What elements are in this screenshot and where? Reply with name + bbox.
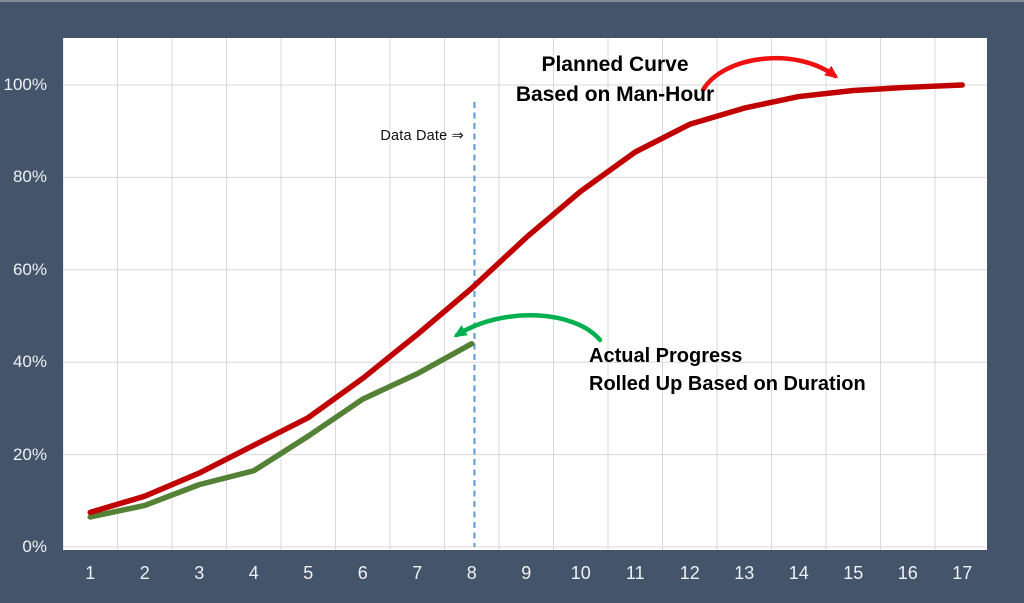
actual-progress-label: Actual Progress Rolled Up Based on Durat…: [589, 342, 919, 398]
y-axis-tick-label: 20%: [12, 444, 47, 464]
x-axis-tick-label: 9: [521, 563, 532, 583]
planned-curve-line: [87, 82, 965, 516]
x-axis-tick-label: 6: [357, 563, 368, 583]
y-axis-tick-label: 100%: [3, 75, 47, 94]
x-axis-tick-label: 11: [625, 563, 645, 583]
y-axis-tick-label: 80%: [12, 167, 47, 187]
x-axis-tick-label: 3: [194, 563, 205, 583]
planned-curve-label-line2: Based on Man-Hour: [515, 83, 715, 106]
y-axis-tick-label: 60%: [12, 259, 47, 279]
x-axis-tick-label: 13: [734, 563, 755, 583]
x-axis-tick-label: 8: [466, 563, 477, 583]
x-axis-tick-label: 16: [897, 563, 918, 583]
actual-progress-label-line1: Actual Progress: [589, 345, 743, 367]
chart-svg: [63, 38, 987, 550]
planned-curve-label: Planned Curve Based on Man-Hour: [490, 50, 740, 110]
x-axis-tick-label: 5: [303, 563, 314, 583]
gridlines: [63, 38, 987, 550]
x-axis-tick-label: 7: [412, 563, 423, 583]
actual-curve-line: [87, 340, 475, 520]
data-date-label: Data Date ⇒: [380, 128, 464, 144]
x-axis-tick-label: 14: [788, 563, 809, 583]
x-axis-tick-label: 12: [679, 563, 700, 583]
x-axis-tick-label: 17: [952, 563, 973, 583]
green-annotation-arrow: [453, 312, 603, 343]
y-axis-tick-label: 40%: [12, 352, 47, 372]
y-axis-tick-label: 0%: [22, 537, 47, 556]
planned-curve-label-line1: Planned Curve: [541, 53, 689, 76]
plot-area: [63, 38, 987, 550]
x-axis-tick-label: 1: [85, 563, 96, 583]
x-axis-tick-label: 10: [570, 563, 591, 583]
x-axis-tick-label: 4: [248, 563, 259, 583]
x-axis-tick-label: 15: [843, 563, 864, 583]
actual-progress-label-line2: Rolled Up Based on Duration: [589, 373, 866, 395]
red-annotation-arrow: [700, 55, 839, 93]
x-axis-tick-label: 2: [139, 563, 150, 583]
